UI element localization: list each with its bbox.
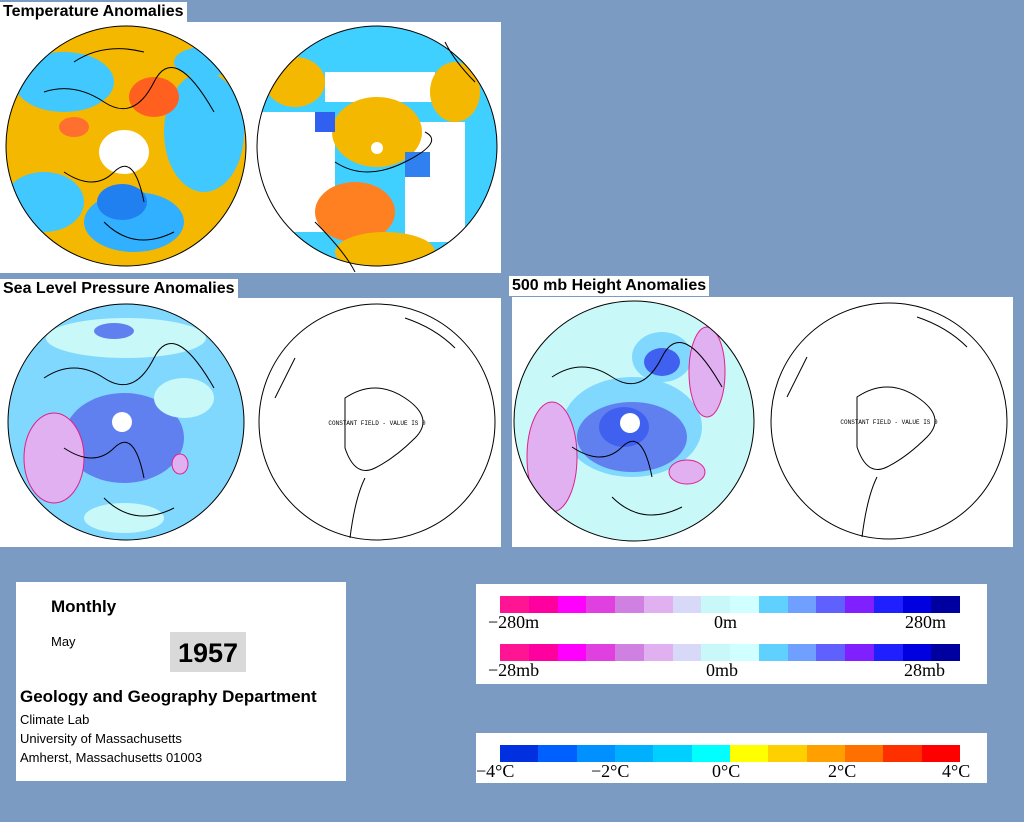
pressure-swatch [615, 644, 644, 661]
month-label: May [51, 634, 76, 649]
height-swatch [931, 596, 960, 613]
pressure-color-bar [500, 644, 960, 661]
height500-title: 500 mb Height Anomalies [509, 276, 710, 296]
pressure-swatch [873, 644, 903, 661]
height-swatch [873, 596, 903, 613]
height500-south-globe: CONSTANT FIELD - VALUE IS 0 [770, 302, 1008, 540]
address: Amherst, Massachusetts 01003 [20, 750, 203, 765]
height-swatch [758, 596, 788, 613]
height-swatch [500, 596, 529, 613]
height-tick-zero: 0m [714, 612, 738, 632]
temperature-swatch [844, 745, 884, 762]
university-name: University of Massachusetts [20, 731, 182, 746]
height-swatch [528, 596, 558, 613]
height-color-bar [500, 596, 960, 613]
temperature-swatch [538, 745, 577, 762]
height500-south-constant-label: CONSTANT FIELD - VALUE IS 0 [840, 419, 938, 426]
temp-tick-plus2: 2°C [828, 761, 857, 781]
pressure-swatch [586, 644, 615, 661]
temperature-swatch [500, 745, 539, 762]
lab-name: Climate Lab [20, 712, 90, 727]
pressure-swatch [845, 644, 874, 661]
slp-south-constant-label: CONSTANT FIELD - VALUE IS 0 [328, 420, 426, 427]
temperature-swatch [768, 745, 807, 762]
pressure-tick-min: −28mb [488, 660, 540, 680]
slp-north-globe [7, 303, 245, 541]
pressure-swatch [557, 644, 587, 661]
height-swatch [845, 596, 874, 613]
temperature-map-panel [0, 22, 501, 273]
height-swatch [787, 596, 817, 613]
temperature-title: Temperature Anomalies [0, 2, 187, 22]
pressure-tick-max: 28mb [904, 660, 946, 680]
height-swatch [816, 596, 845, 613]
temperature-swatch [883, 745, 922, 762]
height-swatch [615, 596, 644, 613]
height-swatch [643, 596, 673, 613]
temperature-swatch [806, 745, 845, 762]
pressure-swatch [643, 644, 673, 661]
temp-tick-minus4: −4°C [476, 761, 515, 781]
info-box: Monthly May 1957 Geology and Geography D… [16, 582, 346, 781]
temperature-north-globe [5, 25, 247, 267]
temperature-south-globe [256, 25, 498, 272]
temperature-color-bar [500, 745, 960, 762]
temperature-swatch [921, 745, 960, 762]
pressure-swatch [672, 644, 702, 661]
temperature-swatch [729, 745, 769, 762]
pressure-tick-zero: 0mb [706, 660, 739, 680]
period-mode: Monthly [51, 597, 117, 616]
height-swatch [701, 596, 730, 613]
height500-map-panel: CONSTANT FIELD - VALUE IS 0 [512, 297, 1013, 547]
height-tick-max: 280m [905, 612, 947, 632]
temp-tick-minus2: −2°C [591, 761, 630, 781]
slp-south-globe: CONSTANT FIELD - VALUE IS 0 [258, 303, 496, 541]
height-swatch [730, 596, 759, 613]
pressure-swatch [816, 644, 845, 661]
temp-tick-plus4: 4°C [942, 761, 971, 781]
temperature-legend: −4°C −2°C 0°C 2°C 4°C [476, 733, 987, 783]
height-swatch [586, 596, 615, 613]
pressure-swatch [931, 644, 960, 661]
pressure-swatch [730, 644, 759, 661]
temperature-swatch [691, 745, 730, 762]
pressure-swatch [500, 644, 529, 661]
height-tick-min: −280m [488, 612, 540, 632]
height-swatch [902, 596, 932, 613]
height500-north-globe [513, 300, 755, 542]
pressure-swatch [902, 644, 932, 661]
pressure-swatch [701, 644, 730, 661]
height-swatch [557, 596, 587, 613]
temperature-swatch [614, 745, 654, 762]
pressure-swatch [758, 644, 788, 661]
pressure-swatch [787, 644, 817, 661]
year-label: 1957 [170, 632, 246, 672]
temp-tick-zero: 0°C [712, 761, 741, 781]
temperature-swatch [653, 745, 692, 762]
pressure-height-legend: −280m 0m 280m −28mb 0mb 28mb [476, 584, 987, 684]
height-swatch [672, 596, 702, 613]
slp-map-panel: CONSTANT FIELD - VALUE IS 0 [0, 298, 501, 547]
department-name: Geology and Geography Department [20, 687, 317, 706]
pressure-swatch [528, 644, 558, 661]
temperature-swatch [576, 745, 615, 762]
slp-title: Sea Level Pressure Anomalies [0, 279, 238, 299]
